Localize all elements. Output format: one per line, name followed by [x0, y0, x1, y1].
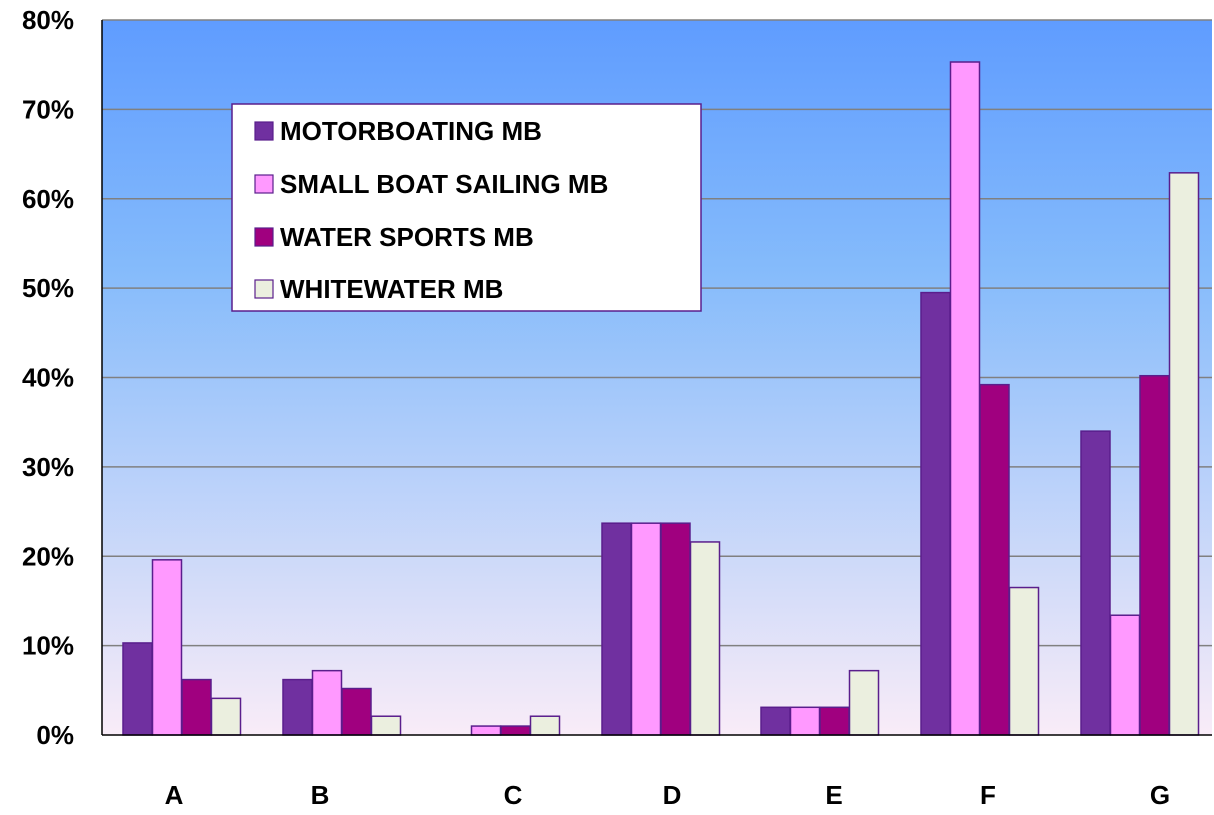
bar [760, 706, 791, 736]
legend-swatch [254, 227, 274, 247]
bar [370, 715, 402, 736]
bar [920, 291, 951, 736]
bar [1168, 172, 1200, 736]
bar [1139, 374, 1170, 736]
x-tick-label: D [663, 780, 682, 810]
y-tick-label: 30% [22, 452, 74, 482]
x-tick-label: F [980, 780, 996, 810]
legend: MOTORBOATING MB SMALL BOAT SAILING MB WATE… [231, 103, 702, 312]
bar [848, 669, 880, 736]
y-tick-label: 0% [36, 720, 74, 750]
legend-box [231, 103, 702, 312]
bar [122, 642, 153, 736]
x-tick-label: C [504, 780, 523, 810]
legend-swatch [254, 279, 274, 299]
bar [1008, 586, 1040, 736]
bar [630, 522, 662, 736]
bar [282, 678, 313, 736]
legend-swatch [254, 174, 274, 194]
bar [979, 383, 1010, 736]
bar [311, 669, 343, 736]
bar [500, 725, 531, 736]
bar [529, 715, 561, 736]
x-axis-ticks: A B C D E F G [165, 780, 1171, 810]
x-tick-label: G [1150, 780, 1170, 810]
bars [122, 61, 1200, 736]
y-tick-label: 20% [22, 541, 74, 571]
bar [181, 678, 212, 736]
legend-label: WHITEWATER MB [280, 274, 503, 304]
legend-label: SMALL BOAT SAILING MB [280, 169, 608, 199]
y-axis-ticks: 0% 10% 20% 30% 40% 50% 60% 70% 80% [22, 5, 74, 750]
bar [470, 725, 502, 736]
bar [789, 706, 821, 736]
x-tick-label: B [311, 780, 330, 810]
legend-swatch [254, 121, 274, 141]
y-tick-label: 40% [22, 363, 74, 393]
x-tick-label: E [825, 780, 842, 810]
bar [341, 687, 372, 736]
bar [601, 522, 632, 736]
bar [949, 61, 981, 736]
y-tick-label: 80% [22, 5, 74, 35]
legend-label: MOTORBOATING MB [280, 116, 542, 146]
axes [101, 20, 1212, 736]
bar [1109, 614, 1141, 736]
bar [689, 541, 721, 736]
legend-label: WATER SPORTS MB [280, 222, 534, 252]
bar [819, 706, 850, 736]
bar [151, 559, 183, 736]
bar [210, 697, 242, 736]
y-tick-label: 60% [22, 184, 74, 214]
x-tick-label: A [165, 780, 184, 810]
y-tick-label: 10% [22, 631, 74, 661]
y-tick-label: 70% [22, 94, 74, 124]
bar [1080, 430, 1111, 736]
y-tick-label: 50% [22, 273, 74, 303]
bar [660, 522, 691, 736]
